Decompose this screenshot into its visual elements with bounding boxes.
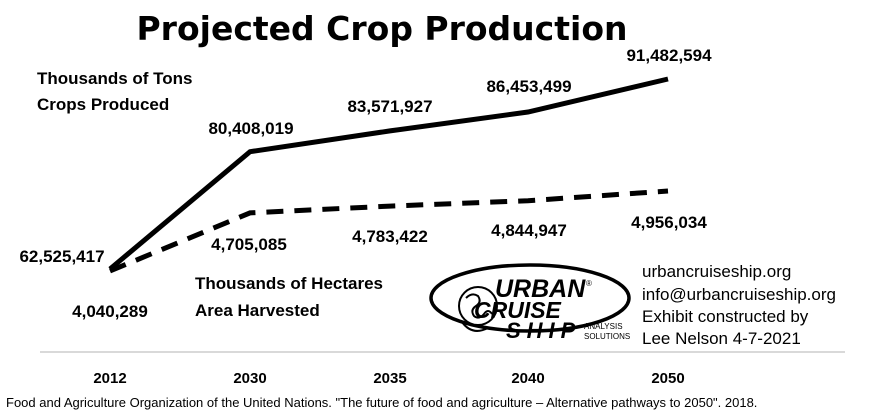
x-tick-label-2050: 2050 <box>651 370 684 387</box>
series-1-data-label-2030: 80,408,019 <box>208 119 293 138</box>
credit-line-2: Lee Nelson 4-7-2021 <box>642 329 801 348</box>
series-1-legend-line-2: Crops Produced <box>37 95 169 114</box>
logo-text-analysis: ANALYSIS <box>584 322 623 331</box>
series-1-data-label-2050: 91,482,594 <box>626 46 712 65</box>
series-1-data-label-2012: 62,525,417 <box>19 247 104 266</box>
series-2-data-label-2040: 4,844,947 <box>491 221 567 240</box>
series-1-line <box>108 76 669 271</box>
contact-website: urbancruiseship.org <box>642 262 791 281</box>
logo-registered-mark: ® <box>586 279 592 288</box>
urban-cruise-ship-logo: URBAN ® CRUISE SHIP ANALYSIS SOLUTIONS <box>429 263 631 343</box>
series-2-data-label-2012: 4,040,289 <box>72 302 148 321</box>
logo-text-ship: SHIP <box>506 318 581 343</box>
x-tick-label-2030: 2030 <box>233 370 266 387</box>
x-tick-label-2012: 2012 <box>93 370 126 387</box>
series-2-data-label-2050: 4,956,034 <box>631 213 707 232</box>
logo-text-urban: URBAN <box>495 275 586 303</box>
logo-text-cruise: CRUISE <box>474 297 562 323</box>
x-tick-label-2040: 2040 <box>511 370 544 387</box>
series-2-legend-line-1: Thousands of Hectares <box>195 274 383 293</box>
series-2-data-label-2030: 4,705,085 <box>211 235 287 254</box>
logo-ring <box>429 263 631 333</box>
series-2-data-label-2035: 4,783,422 <box>352 227 428 246</box>
chart-title: Projected Crop Production <box>137 9 628 48</box>
x-tick-label-2035: 2035 <box>373 370 406 387</box>
series-2-line <box>109 188 669 274</box>
logo-text-solutions: SOLUTIONS <box>584 332 630 341</box>
series-1-legend-line-1: Thousands of Tons <box>37 69 193 88</box>
series-2-legend-line-2: Area Harvested <box>195 301 320 320</box>
series-1-data-label-2035: 83,571,927 <box>347 97 432 116</box>
contact-email: info@urbancruiseship.org <box>642 285 836 304</box>
series-1-data-label-2040: 86,453,499 <box>486 77 571 96</box>
source-citation: Food and Agriculture Organization of the… <box>6 395 757 410</box>
credit-line-1: Exhibit constructed by <box>642 307 809 326</box>
